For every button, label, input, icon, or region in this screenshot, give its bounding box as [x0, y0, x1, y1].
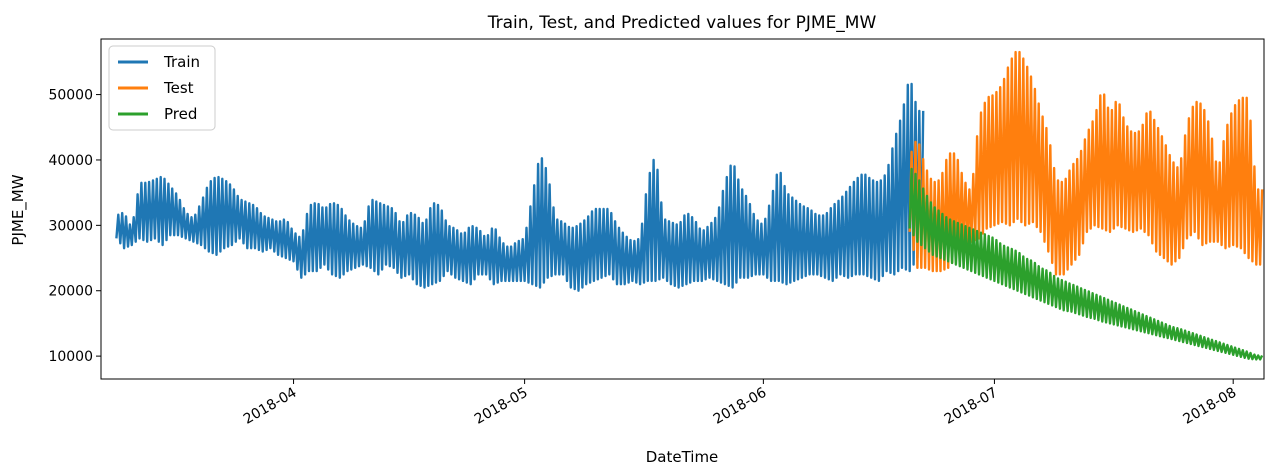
- legend-box: [108, 45, 216, 131]
- y-tick-label: 30000: [48, 218, 93, 234]
- legend: Train Test Pred: [108, 45, 216, 131]
- chart-title: Train, Test, and Predicted values for PJ…: [487, 13, 877, 33]
- x-tick-label: 2018-06: [711, 385, 770, 428]
- x-tick-label: 2018-08: [1181, 385, 1240, 428]
- y-axis-title: PJME_MW: [9, 174, 28, 245]
- y-tick-label: 10000: [48, 349, 93, 365]
- x-axis: 2018-04 2018-05 2018-06 2018-07 2018-08: [241, 379, 1239, 428]
- series-line-train: [115, 82, 925, 292]
- series-line-test: [908, 50, 1264, 276]
- legend-label-test: Test: [163, 79, 194, 97]
- y-tick-label: 40000: [48, 153, 93, 169]
- plot-series: [115, 50, 1264, 361]
- x-tick-label: 2018-07: [942, 385, 1001, 428]
- x-axis-title: DateTime: [646, 448, 719, 466]
- y-axis: 10000 20000 30000 40000 50000: [48, 88, 101, 365]
- x-tick-label: 2018-05: [472, 385, 531, 428]
- x-tick-label: 2018-04: [241, 385, 300, 428]
- y-tick-label: 50000: [48, 88, 93, 104]
- series-line-pred: [908, 167, 1264, 361]
- legend-label-train: Train: [163, 53, 200, 71]
- y-tick-label: 20000: [48, 284, 93, 300]
- legend-items: Train Test Pred: [118, 53, 200, 123]
- legend-label-pred: Pred: [164, 105, 197, 123]
- plot-frame: [100, 38, 1265, 380]
